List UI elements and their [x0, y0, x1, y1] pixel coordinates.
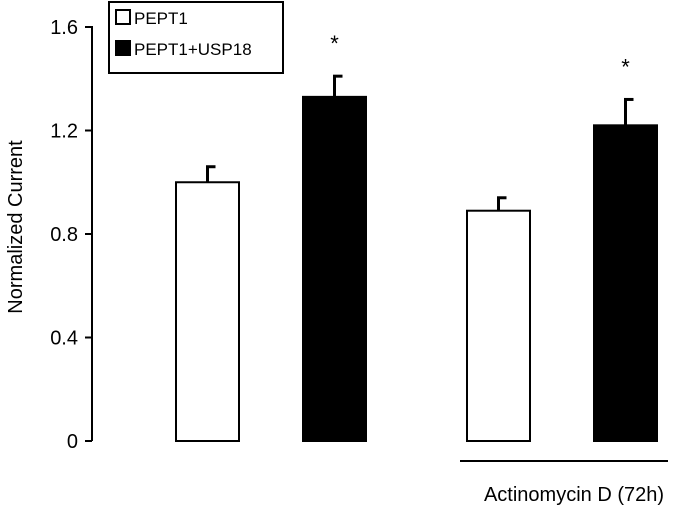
legend-label-pept1-usp18: PEPT1+USP18: [134, 40, 252, 59]
y-tick-label: 0.8: [50, 224, 78, 246]
group-label: Actinomycin D (72h): [484, 484, 664, 506]
y-ticks-layer: 0 0.4 0.8 1.2 1.6: [50, 17, 92, 453]
y-tick-label: 1.6: [50, 17, 78, 39]
bar-pept1: [466, 209, 531, 442]
legend-label-pept1: PEPT1: [134, 9, 188, 28]
y-tick-label: 1.2: [50, 121, 78, 143]
legend-box: [108, 1, 284, 74]
y-axis-label: Normalized Current: [5, 140, 27, 314]
error-bars-layer: [206, 74, 634, 211]
y-tick-label: 0.4: [50, 328, 78, 350]
significance-marker: *: [330, 31, 339, 56]
legend-swatch-pept1-usp18: [115, 40, 131, 56]
y-tick-label: 0: [67, 431, 78, 453]
legend: PEPT1 PEPT1+USP18: [108, 1, 284, 74]
bar-pept1-usp18: [302, 95, 367, 443]
bar-pept1: [175, 181, 240, 442]
significance-layer: **: [330, 31, 630, 79]
significance-marker: *: [621, 54, 630, 79]
legend-swatch-pept1: [115, 9, 131, 25]
bars-layer: [175, 95, 658, 443]
bar-pept1-usp18: [593, 124, 658, 442]
